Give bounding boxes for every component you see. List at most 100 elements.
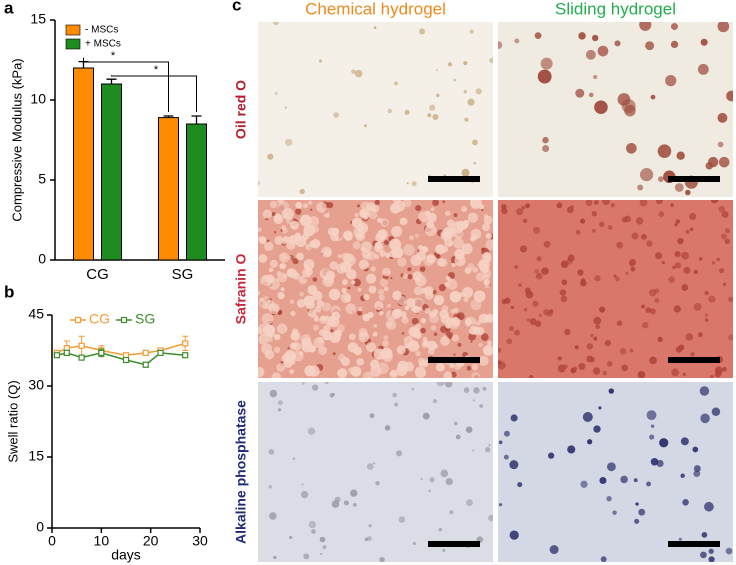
cell — [532, 300, 539, 307]
cell — [724, 238, 730, 245]
cell — [517, 482, 523, 488]
cell — [671, 368, 680, 377]
cell — [319, 536, 326, 543]
cell — [269, 512, 277, 520]
cell — [393, 200, 401, 204]
cell — [540, 57, 553, 70]
cell — [304, 365, 316, 377]
cell — [567, 254, 575, 262]
cell — [281, 237, 289, 245]
cell — [489, 57, 493, 64]
cell — [444, 382, 453, 388]
cell — [659, 438, 669, 448]
stain-spot — [456, 312, 465, 321]
cell — [681, 251, 689, 260]
cell — [273, 555, 277, 560]
cell — [411, 181, 417, 187]
cell — [582, 411, 593, 422]
cell — [630, 266, 636, 272]
cell — [321, 246, 333, 258]
cell — [580, 218, 586, 224]
cell — [654, 288, 660, 294]
panel-label: c — [232, 0, 241, 14]
cell — [720, 233, 727, 240]
cell — [697, 63, 709, 75]
cell — [440, 469, 449, 478]
cell — [593, 200, 599, 206]
stain-spot — [356, 204, 360, 208]
micrograph — [258, 22, 493, 197]
cell — [296, 252, 304, 261]
cell — [445, 275, 450, 280]
cell — [367, 536, 372, 541]
cell — [271, 372, 282, 378]
cell — [337, 353, 346, 362]
error-bar — [191, 115, 202, 124]
cell — [416, 251, 426, 261]
cell — [394, 402, 399, 407]
cell — [616, 241, 624, 249]
cell — [634, 518, 640, 524]
cell — [374, 241, 383, 250]
cell — [377, 288, 385, 296]
cell — [324, 316, 335, 327]
cell — [424, 210, 431, 217]
micrograph — [258, 382, 493, 562]
cell — [363, 371, 373, 378]
cell — [685, 189, 691, 196]
cell — [387, 322, 393, 328]
cell — [570, 367, 576, 374]
cell — [264, 349, 275, 360]
micrograph-bg — [258, 382, 493, 562]
cell — [392, 392, 397, 398]
cell — [449, 510, 454, 515]
cell — [478, 342, 483, 348]
cell — [587, 439, 593, 445]
significance-bracket — [83, 57, 169, 112]
cell — [700, 551, 707, 559]
cell — [612, 510, 617, 515]
cell — [693, 465, 701, 473]
cell — [396, 365, 408, 377]
cell — [356, 232, 364, 240]
cell — [373, 323, 378, 328]
stain-spot — [310, 208, 313, 211]
cell — [453, 237, 464, 249]
cell — [592, 367, 601, 375]
cell — [646, 481, 652, 487]
cell — [391, 225, 403, 238]
y-tick-label: 5 — [38, 171, 46, 187]
cell — [327, 227, 336, 236]
cell — [589, 356, 596, 363]
cell — [528, 375, 534, 378]
cell — [472, 449, 475, 452]
cell — [290, 220, 299, 230]
cell — [281, 225, 287, 231]
cell — [614, 40, 621, 47]
cell — [435, 362, 445, 372]
cell — [358, 259, 369, 270]
cell — [430, 207, 435, 212]
cell — [345, 303, 357, 315]
cell — [608, 388, 615, 394]
cell — [267, 153, 274, 160]
cell — [561, 279, 568, 286]
cell — [599, 221, 605, 228]
cell — [482, 223, 491, 232]
cell — [641, 304, 645, 309]
cell — [682, 372, 687, 377]
cell — [318, 329, 326, 336]
cell — [432, 113, 439, 121]
cell — [593, 425, 601, 433]
cell — [534, 320, 542, 328]
cell — [718, 156, 730, 168]
cell — [670, 40, 679, 49]
cell — [277, 291, 285, 300]
cell — [483, 279, 490, 286]
stain-spot — [442, 200, 446, 204]
cell — [433, 343, 439, 349]
stain-spot — [390, 277, 393, 280]
cell — [356, 358, 364, 366]
cell — [302, 203, 309, 209]
